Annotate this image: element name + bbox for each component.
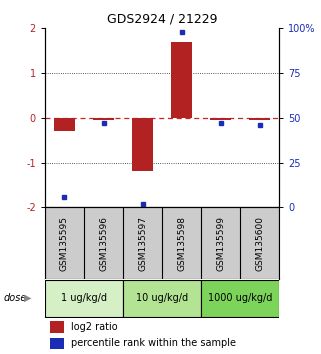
Bar — [132, 118, 153, 171]
Text: percentile rank within the sample: percentile rank within the sample — [71, 338, 236, 348]
Text: dose: dose — [3, 293, 27, 303]
Text: log2 ratio: log2 ratio — [71, 322, 117, 332]
Bar — [50, 338, 64, 349]
Bar — [171, 42, 192, 118]
Text: 1000 ug/kg/d: 1000 ug/kg/d — [208, 293, 273, 303]
Text: GSM135600: GSM135600 — [255, 216, 264, 270]
FancyBboxPatch shape — [123, 280, 201, 317]
Text: GSM135598: GSM135598 — [177, 216, 186, 270]
Bar — [93, 118, 114, 120]
FancyBboxPatch shape — [201, 280, 279, 317]
Text: GSM135597: GSM135597 — [138, 216, 147, 270]
Bar — [249, 118, 271, 120]
Title: GDS2924 / 21229: GDS2924 / 21229 — [107, 13, 217, 26]
FancyBboxPatch shape — [45, 280, 123, 317]
Text: 10 ug/kg/d: 10 ug/kg/d — [136, 293, 188, 303]
Bar — [210, 118, 231, 120]
Text: GSM135595: GSM135595 — [60, 216, 69, 270]
Bar — [50, 321, 64, 333]
Text: 1 ug/kg/d: 1 ug/kg/d — [61, 293, 107, 303]
Text: GSM135596: GSM135596 — [99, 216, 108, 270]
Text: ▶: ▶ — [24, 293, 31, 303]
Text: GSM135599: GSM135599 — [216, 216, 225, 270]
Bar — [54, 118, 75, 131]
